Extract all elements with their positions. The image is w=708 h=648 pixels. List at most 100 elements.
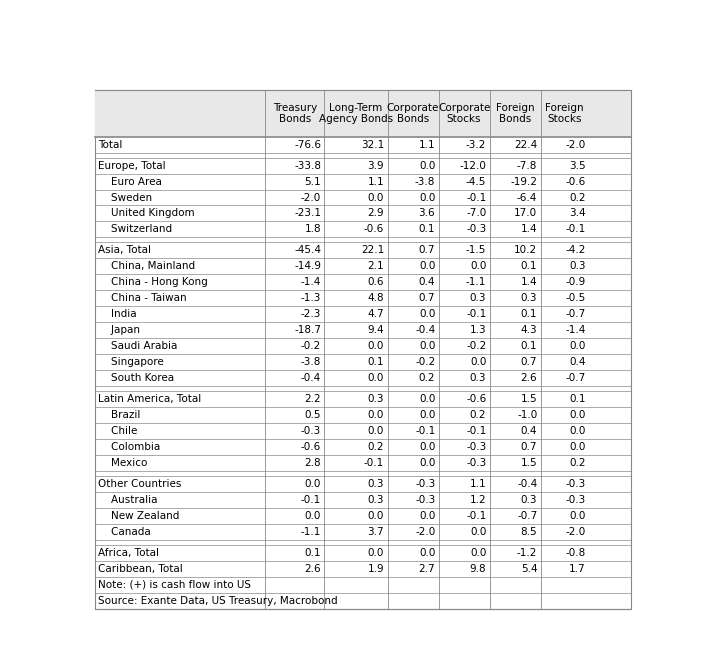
Text: 0.0: 0.0 [419,442,435,452]
Text: 0.2: 0.2 [418,373,435,383]
Text: China - Taiwan: China - Taiwan [98,294,187,303]
Text: -0.1: -0.1 [301,495,321,505]
Text: 3.6: 3.6 [418,209,435,218]
Text: 0.0: 0.0 [419,458,435,468]
Text: 3.5: 3.5 [569,161,586,170]
Text: 3.7: 3.7 [367,527,384,537]
Text: -1.1: -1.1 [466,277,486,287]
Text: Sweden: Sweden [98,192,152,203]
Text: -4.5: -4.5 [466,176,486,187]
Text: 22.1: 22.1 [361,246,384,255]
Text: 1.9: 1.9 [367,564,384,573]
Text: Euro Area: Euro Area [98,176,162,187]
Text: -45.4: -45.4 [294,246,321,255]
Text: -0.6: -0.6 [466,394,486,404]
Text: 0.0: 0.0 [419,341,435,351]
Text: -0.3: -0.3 [301,426,321,436]
Text: Latin America, Total: Latin America, Total [98,394,202,404]
Text: 0.0: 0.0 [368,511,384,521]
Text: 0.1: 0.1 [521,309,537,319]
Text: Source: Exante Data, US Treasury, Macrobond: Source: Exante Data, US Treasury, Macrob… [98,596,338,606]
Text: 2.7: 2.7 [418,564,435,573]
Text: Africa, Total: Africa, Total [98,548,159,558]
Text: -19.2: -19.2 [510,176,537,187]
Text: 0.0: 0.0 [368,410,384,420]
Text: -0.6: -0.6 [301,442,321,452]
Text: -0.3: -0.3 [466,442,486,452]
Text: New Zealand: New Zealand [98,511,180,521]
Text: 32.1: 32.1 [361,139,384,150]
Text: 0.0: 0.0 [470,548,486,558]
Text: 0.3: 0.3 [367,495,384,505]
Text: 0.0: 0.0 [419,394,435,404]
Text: 0.2: 0.2 [569,458,586,468]
Text: 0.7: 0.7 [418,246,435,255]
Text: -14.9: -14.9 [294,261,321,272]
Text: 0.3: 0.3 [521,495,537,505]
Text: -0.1: -0.1 [466,192,486,203]
Text: India: India [98,309,137,319]
Text: 3.9: 3.9 [367,161,384,170]
Text: 0.1: 0.1 [367,357,384,367]
Text: 0.0: 0.0 [304,511,321,521]
Text: 0.2: 0.2 [470,410,486,420]
Text: 0.1: 0.1 [521,341,537,351]
Text: 0.0: 0.0 [470,357,486,367]
Text: 1.1: 1.1 [418,139,435,150]
Text: -0.5: -0.5 [566,294,586,303]
Text: Mexico: Mexico [98,458,148,468]
Text: -0.6: -0.6 [364,224,384,235]
Text: 0.0: 0.0 [419,192,435,203]
Text: 2.2: 2.2 [304,394,321,404]
Text: -0.4: -0.4 [301,373,321,383]
Text: Australia: Australia [98,495,158,505]
Text: 9.8: 9.8 [469,564,486,573]
Text: 1.1: 1.1 [469,479,486,489]
Text: -0.3: -0.3 [466,458,486,468]
Text: Other Countries: Other Countries [98,479,182,489]
Text: Chile: Chile [98,426,138,436]
Text: -4.2: -4.2 [565,246,586,255]
Text: Foreign
Bonds: Foreign Bonds [496,102,535,124]
Text: 0.0: 0.0 [419,548,435,558]
Text: -0.1: -0.1 [415,426,435,436]
Text: Colombia: Colombia [98,442,161,452]
Text: -1.1: -1.1 [301,527,321,537]
Text: 1.1: 1.1 [367,176,384,187]
Text: -33.8: -33.8 [294,161,321,170]
Text: Long-Term
Agency Bonds: Long-Term Agency Bonds [319,102,393,124]
Text: 0.4: 0.4 [418,277,435,287]
Text: -1.2: -1.2 [517,548,537,558]
Text: 0.3: 0.3 [470,373,486,383]
Text: 0.3: 0.3 [569,261,586,272]
Text: 0.7: 0.7 [521,357,537,367]
Text: 22.4: 22.4 [514,139,537,150]
Text: 1.2: 1.2 [469,495,486,505]
Text: -1.4: -1.4 [301,277,321,287]
Text: 0.7: 0.7 [521,442,537,452]
Text: -7.0: -7.0 [466,209,486,218]
Text: -1.4: -1.4 [565,325,586,335]
Text: 0.3: 0.3 [367,394,384,404]
Text: Corporate
Stocks: Corporate Stocks [438,102,490,124]
Text: 1.3: 1.3 [469,325,486,335]
Text: South Korea: South Korea [98,373,174,383]
Text: 0.5: 0.5 [304,410,321,420]
Text: Caribbean, Total: Caribbean, Total [98,564,183,573]
Text: 17.0: 17.0 [514,209,537,218]
Text: -0.1: -0.1 [466,426,486,436]
Text: -0.8: -0.8 [566,548,586,558]
Text: -2.0: -2.0 [415,527,435,537]
Text: -0.9: -0.9 [566,277,586,287]
Text: 1.5: 1.5 [520,394,537,404]
Text: 1.8: 1.8 [304,224,321,235]
Text: 0.0: 0.0 [569,410,586,420]
Text: -18.7: -18.7 [294,325,321,335]
Text: 0.0: 0.0 [569,426,586,436]
Text: 0.0: 0.0 [569,341,586,351]
Text: 0.1: 0.1 [304,548,321,558]
Text: 0.0: 0.0 [419,309,435,319]
Text: 0.0: 0.0 [470,527,486,537]
Text: -6.4: -6.4 [517,192,537,203]
Text: 0.0: 0.0 [419,261,435,272]
